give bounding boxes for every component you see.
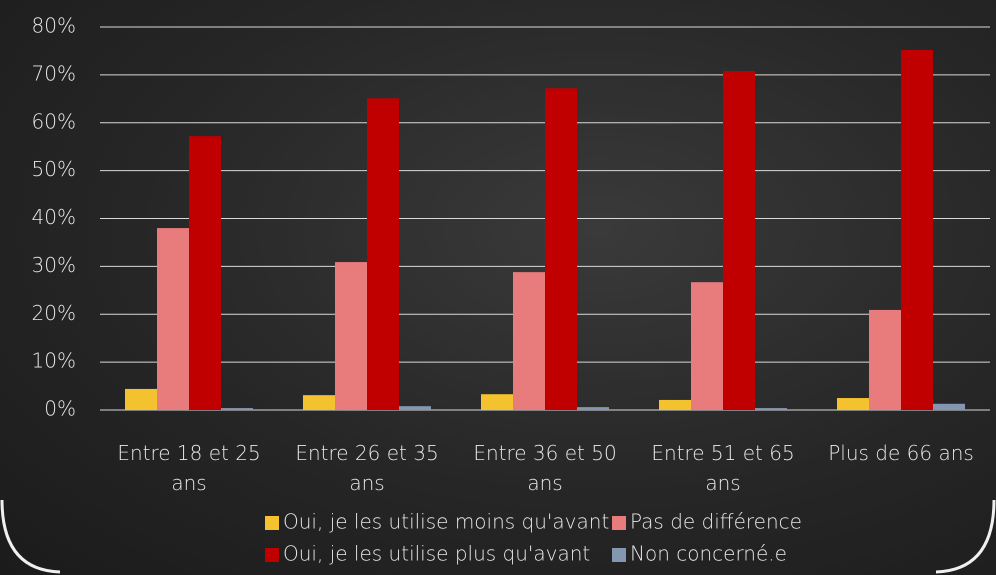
bar <box>901 50 933 410</box>
legend-swatch <box>265 516 279 530</box>
bar <box>367 98 399 410</box>
y-tick-label: 0% <box>44 397 76 421</box>
x-tick-label: Entre 26 et 35 ans <box>278 438 456 498</box>
bar <box>577 407 609 410</box>
y-tick-label: 50% <box>32 157 76 181</box>
bar <box>481 394 513 410</box>
bar <box>755 408 787 410</box>
legend-label: Non concerné.e <box>630 542 787 566</box>
bar <box>837 398 869 410</box>
bar <box>513 272 545 410</box>
y-tick-label: 60% <box>32 109 76 133</box>
bar <box>399 406 431 410</box>
legend-swatch <box>265 548 279 562</box>
x-tick-label: Plus de 66 ans <box>812 438 990 468</box>
bar <box>691 282 723 410</box>
bar <box>189 136 221 410</box>
x-tick-label: Entre 18 et 25 ans <box>100 438 278 498</box>
legend-swatch <box>612 548 626 562</box>
legend-label: Oui, je les utilise plus qu'avant <box>283 542 590 566</box>
bar <box>303 395 335 410</box>
x-tick-label: Entre 36 et 50 ans <box>456 438 634 498</box>
bar <box>221 408 253 410</box>
x-tick-label: Entre 51 et 65 ans <box>634 438 812 498</box>
y-tick-label: 80% <box>32 14 76 38</box>
bar <box>933 404 965 410</box>
legend-swatch <box>612 516 626 530</box>
bar <box>659 400 691 410</box>
bar <box>869 310 901 410</box>
y-tick-label: 20% <box>32 301 76 325</box>
y-tick-label: 40% <box>32 205 76 229</box>
y-tick-label: 70% <box>32 61 76 85</box>
bar <box>335 262 367 410</box>
bar <box>723 71 755 410</box>
y-tick-label: 30% <box>32 253 76 277</box>
y-tick-label: 10% <box>32 349 76 373</box>
bar <box>157 228 189 410</box>
legend-label: Pas de différence <box>630 510 802 534</box>
legend-label: Oui, je les utilise moins qu'avant <box>283 510 609 534</box>
chart-container: 0% 10% 20% 30% 40% 50% 60% 70% 80% Oui, je les ut… <box>0 0 996 575</box>
bar <box>125 389 157 410</box>
bar <box>545 88 577 410</box>
